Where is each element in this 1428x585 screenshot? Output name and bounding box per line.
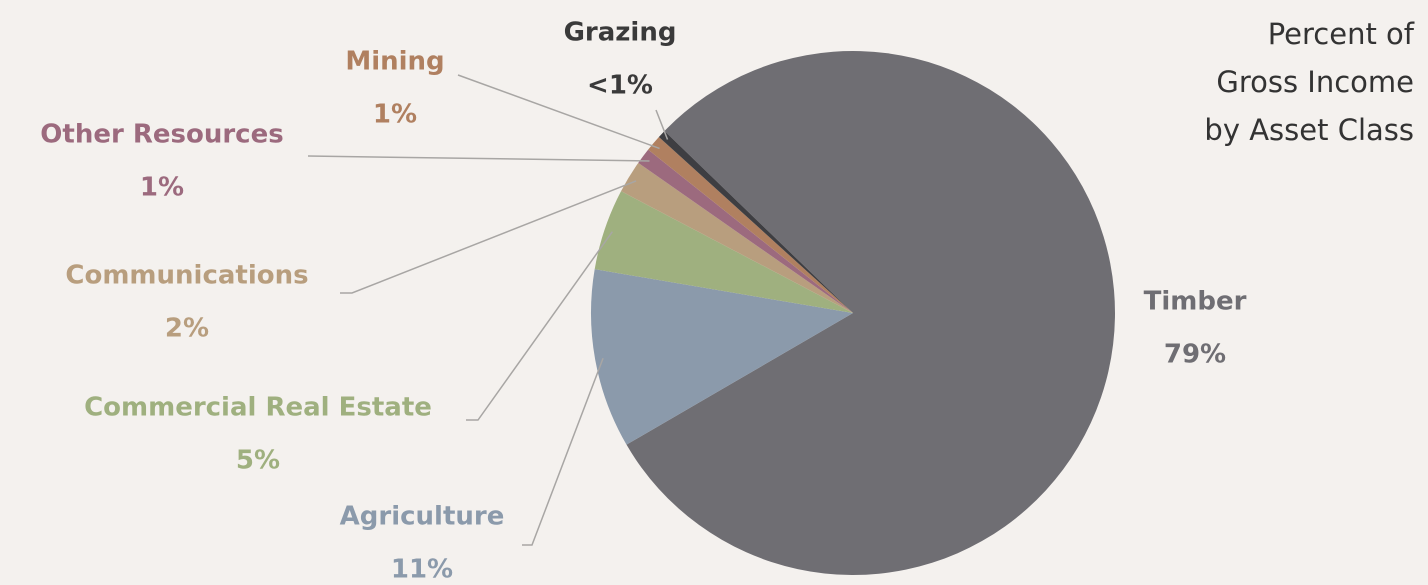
chart-title: Percent of Gross Income by Asset Class	[1204, 17, 1414, 147]
category-label: Communications	[65, 261, 308, 291]
category-label: Grazing	[564, 18, 677, 48]
leader-line	[340, 180, 637, 294]
pie-slice	[621, 162, 853, 313]
pie-slice	[638, 149, 853, 313]
pie-slice	[626, 51, 1115, 576]
leader-line	[457, 74, 660, 150]
value-label: 5%	[236, 446, 280, 476]
value-label: 1%	[140, 173, 184, 203]
leader-line	[522, 358, 604, 546]
value-label: 2%	[165, 314, 209, 344]
category-label: Agriculture	[340, 502, 505, 532]
category-label: Mining	[345, 47, 444, 77]
category-label: Timber	[1144, 287, 1247, 317]
value-label: <1%	[587, 71, 653, 101]
leader-line	[655, 109, 669, 140]
category-label: Other Resources	[40, 120, 283, 150]
category-label: Commercial Real Estate	[84, 393, 432, 423]
pie-slice	[648, 137, 853, 313]
value-label: 11%	[391, 555, 453, 585]
pie-slice	[658, 130, 853, 313]
value-label: 1%	[373, 100, 417, 130]
leader-line	[466, 231, 613, 421]
pie-slice	[591, 269, 853, 445]
value-label: 79%	[1164, 340, 1226, 370]
pie-slice	[594, 191, 853, 313]
leader-line	[307, 155, 650, 162]
